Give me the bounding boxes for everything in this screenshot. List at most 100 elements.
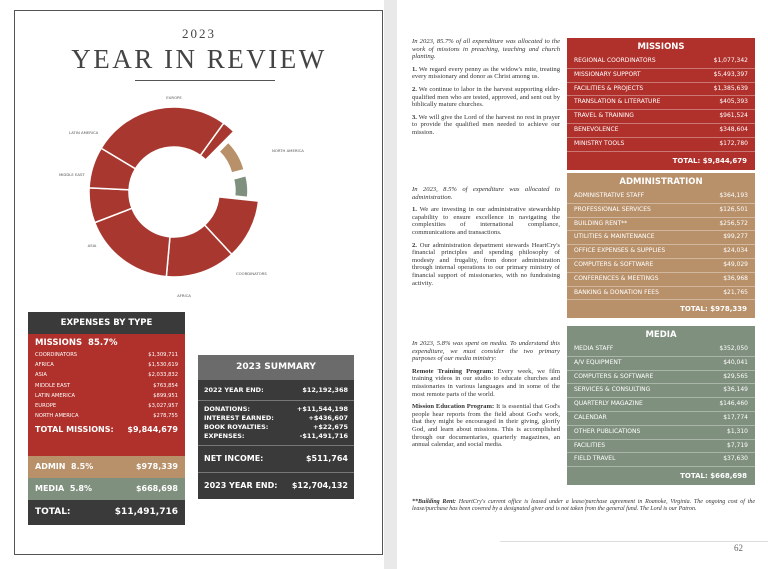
- summary-row: EXPENSES: -$11,491,716: [204, 432, 348, 441]
- value: $37,630: [723, 455, 748, 463]
- label: CONFERENCES & MEETINGS: [574, 274, 659, 282]
- point-lead: Remote Training Program:: [412, 367, 494, 375]
- donut-slice: [232, 174, 249, 199]
- panel-row: OFFICE EXPENSES & SUPPLIES $24,034: [567, 245, 755, 259]
- footer-rule: [500, 541, 768, 542]
- donut-label: NORTH AMERICA: [272, 148, 304, 153]
- expense-row: NORTH AMERICA $278,755: [28, 411, 185, 421]
- point-text: We continue to labor in the harvest supp…: [412, 85, 560, 109]
- footnote: **Building Rent: HeartCry's current offi…: [412, 499, 755, 513]
- donut: EUROPE NORTH AMERICA ADMIN MEDIA COORDINATOR…: [59, 95, 304, 298]
- value: $21,765: [723, 288, 748, 296]
- label: LATIN AMERICA: [35, 392, 75, 399]
- value: +$22,675: [312, 423, 348, 431]
- panel-row: MINISTRY TOOLS $172,780: [567, 138, 755, 152]
- donut-label: COORDINATORS: [236, 271, 267, 276]
- label: 2022 YEAR END:: [204, 386, 264, 394]
- footnote-lead: **Building Rent:: [412, 499, 457, 505]
- value: $978,339: [135, 462, 178, 471]
- missions-total: TOTAL MISSIONS: $9,844,679: [28, 421, 185, 438]
- value: $12,704,132: [291, 481, 348, 490]
- missions-heading: MISSIONS 85.7%: [28, 334, 185, 350]
- value: $3,027,957: [148, 403, 178, 410]
- value: $126,501: [719, 205, 748, 213]
- label: COORDINATORS: [35, 352, 78, 358]
- point-text: We are investing in our administrative s…: [412, 206, 561, 236]
- panel-title: ADMINISTRATION: [619, 177, 703, 187]
- point-text: We regard every penny as the widow's mit…: [412, 65, 560, 81]
- panel-row: TRANSLATION & LITERATURE $405,393: [567, 96, 755, 111]
- frame: [14, 10, 383, 555]
- panel-row: BENEVOLENCE $348,604: [567, 124, 755, 138]
- label: TOTAL MISSIONS:: [35, 425, 114, 435]
- panel-row: FIELD TRAVEL $37,630: [567, 453, 755, 468]
- summary-title: 2023 SUMMARY: [198, 355, 354, 380]
- point-number: 3.: [412, 113, 417, 121]
- point-number: 1.: [412, 206, 417, 214]
- expenses-box: EXPENSES BY TYPE MISSIONS 85.7% COORDINA…: [28, 312, 185, 525]
- donut-label: LATIN AMERICA: [69, 130, 99, 135]
- value: $668,698: [710, 472, 747, 481]
- percent: 8.5%: [71, 462, 94, 471]
- value: $172,780: [719, 139, 748, 147]
- point-number: 1.: [412, 65, 417, 73]
- panel-row: A/V EQUIPMENT $40,041: [567, 357, 755, 371]
- value: $899,951: [153, 392, 178, 399]
- expense-row: MIDDLE EAST $763,854: [28, 381, 185, 391]
- label: MINISTRY TOOLS: [574, 139, 625, 147]
- panel: MEDIA MEDIA STAFF $352,050 A/V EQUIPMENT $40…: [567, 326, 755, 486]
- panel: MISSIONS REGIONAL COORDINATORS $1,077,342 M…: [567, 38, 755, 170]
- point: 1. We regard every penny as the widow's …: [412, 66, 560, 81]
- value: $256,572: [719, 219, 748, 227]
- point-text: Our administration department stewards H…: [412, 241, 560, 287]
- point-text: It is essential that God's people hear r…: [412, 403, 560, 449]
- label: ASIA: [35, 372, 47, 379]
- point: Mission Education Program: It is essenti…: [412, 403, 560, 449]
- label: FACILITIES & PROJECTS: [574, 84, 644, 92]
- value: $12,192,368: [302, 386, 348, 394]
- label: TOTAL:: [680, 305, 708, 314]
- label: ADMIN 8.5%: [35, 456, 93, 478]
- expense-row: AFRICA $1,530,619: [28, 360, 185, 370]
- point: 2. Our administration department steward…: [412, 242, 560, 288]
- intro: In 2023, 8.5% of expenditure was allocat…: [412, 186, 560, 201]
- value: $978,339: [710, 305, 747, 314]
- donut-label: ASIA: [88, 243, 97, 248]
- label: DONATIONS:: [204, 405, 250, 413]
- label: MEDIA 5.8%: [35, 478, 92, 500]
- value: $348,604: [719, 125, 748, 133]
- point-text: We will give the Lord of the harvest no …: [412, 113, 560, 136]
- value: $17,774: [723, 413, 748, 421]
- value: $1,077,342: [713, 57, 748, 64]
- intro: In 2023, 85.7% of all expenditure was al…: [412, 38, 560, 61]
- label: BENEVOLENCE: [574, 125, 619, 133]
- label: OTHER PUBLICATIONS: [574, 427, 641, 435]
- value: $29,565: [723, 372, 748, 380]
- label: BOOK ROYALTIES:: [204, 423, 269, 431]
- title-rule: [135, 80, 275, 81]
- value: $1,530,619: [148, 362, 178, 369]
- point: Remote Training Program: Every week, we …: [412, 368, 560, 398]
- donut-label: ADMIN: [264, 182, 277, 187]
- label: QUARTERLY MAGAZINE: [574, 400, 643, 408]
- value: $36,968: [723, 274, 748, 282]
- panel-title: MISSIONS: [637, 42, 685, 52]
- panel-row: PROFESSIONAL SERVICES $126,501: [567, 204, 755, 218]
- point: 2. We continue to labor in the harvest s…: [412, 86, 560, 109]
- value: +$436,607: [308, 414, 348, 422]
- label: TRANSLATION & LITERATURE: [574, 98, 661, 106]
- donut-slice: [218, 141, 246, 174]
- panel-row: FACILITIES $7,719: [567, 440, 755, 454]
- point-lead: Mission Education Program:: [412, 403, 495, 411]
- label: COMPUTERS & SOFTWARE: [574, 260, 654, 268]
- donut-label: MEDIA: [262, 221, 275, 226]
- panel-row: REGIONAL COORDINATORS $1,077,342: [567, 55, 755, 69]
- value: $146,460: [719, 400, 748, 408]
- panel-row: OTHER PUBLICATIONS $1,310: [567, 426, 755, 440]
- panel-row: FACILITIES & PROJECTS $1,385,639: [567, 83, 755, 97]
- label: FACILITIES: [574, 441, 606, 449]
- name: ADMIN: [35, 462, 66, 471]
- donut-label: MIDDLE EAST: [59, 172, 85, 177]
- panel-total: TOTAL: $9,844,679: [567, 152, 755, 170]
- media-row: MEDIA 5.8% $668,698: [28, 478, 185, 500]
